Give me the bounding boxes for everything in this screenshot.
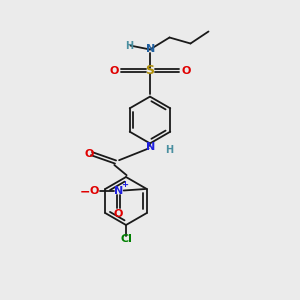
- Text: N: N: [114, 185, 123, 196]
- Text: +: +: [121, 180, 128, 189]
- Text: O: O: [109, 65, 119, 76]
- Text: Cl: Cl: [120, 234, 132, 244]
- Text: −: −: [80, 185, 91, 199]
- Text: N: N: [146, 44, 155, 55]
- Text: H: H: [165, 145, 174, 155]
- Text: O: O: [114, 208, 123, 219]
- Text: H: H: [125, 40, 133, 51]
- Text: O: O: [84, 148, 94, 159]
- Text: N: N: [146, 142, 155, 152]
- Text: S: S: [146, 64, 154, 77]
- Text: O: O: [90, 185, 99, 196]
- Text: O: O: [181, 65, 191, 76]
